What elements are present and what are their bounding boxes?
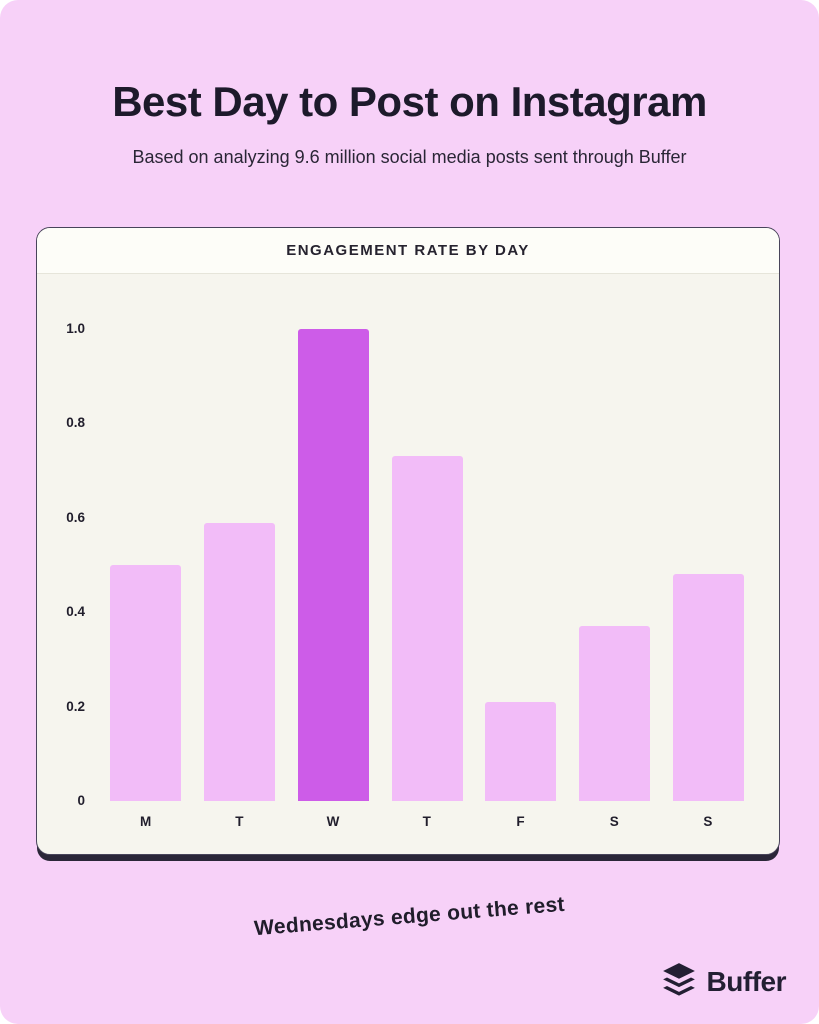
y-tick-0.2: 0.2	[66, 698, 85, 714]
x-tick-s-6: S	[703, 814, 713, 829]
bar	[578, 626, 650, 801]
x-tick-f-4: F	[516, 814, 526, 829]
bar-column-3	[380, 329, 474, 801]
x-tick-s-5: S	[609, 814, 620, 829]
bar	[110, 565, 182, 801]
y-tick-0.8: 0.8	[66, 415, 85, 431]
bar	[204, 522, 276, 801]
bar-column-0	[99, 329, 193, 801]
bars-container	[99, 329, 755, 801]
annotation-caption: Wednesdays edge out the rest	[253, 892, 566, 941]
brand-name: Buffer	[706, 966, 787, 997]
bar-column-1	[193, 329, 287, 801]
x-tick-m-0: M	[139, 814, 152, 829]
brand-logo: Buffer	[660, 962, 787, 1002]
y-tick-0: 0	[77, 793, 85, 808]
x-tick-w-2: W	[326, 814, 340, 829]
bar	[672, 574, 744, 801]
y-tick-1.0: 1.0	[66, 321, 85, 336]
y-tick-0.4: 0.4	[66, 604, 85, 620]
y-axis-tick-labels: 1.0 0.8 0.6 0.4 0.2 0	[37, 321, 99, 808]
bar	[391, 456, 463, 801]
chart-title: ENGAGEMENT RATE BY DAY	[286, 242, 530, 259]
bar-column-2	[286, 329, 380, 801]
bar-column-5	[568, 329, 662, 801]
bar	[485, 701, 557, 801]
bar-column-6	[661, 329, 755, 801]
chart-card: ENGAGEMENT RATE BY DAY 1.0 0.8 0.6 0.4 0.2 0 …	[36, 227, 780, 855]
y-tick-0.6: 0.6	[66, 509, 85, 525]
x-tick-t-3: T	[422, 814, 432, 829]
chart-card-header: ENGAGEMENT RATE BY DAY	[37, 228, 779, 274]
chart-plot-area: 1.0 0.8 0.6 0.4 0.2 0 M T W T F S S	[37, 274, 779, 854]
bar-column-4	[474, 329, 568, 801]
page-title: Best Day to Post on Instagram	[112, 78, 707, 125]
bar-highlighted	[297, 329, 369, 801]
x-tick-t-1: T	[235, 814, 244, 829]
buffer-stack-icon	[660, 962, 698, 1002]
page-subtitle: Based on analyzing 9.6 million social me…	[132, 147, 687, 167]
